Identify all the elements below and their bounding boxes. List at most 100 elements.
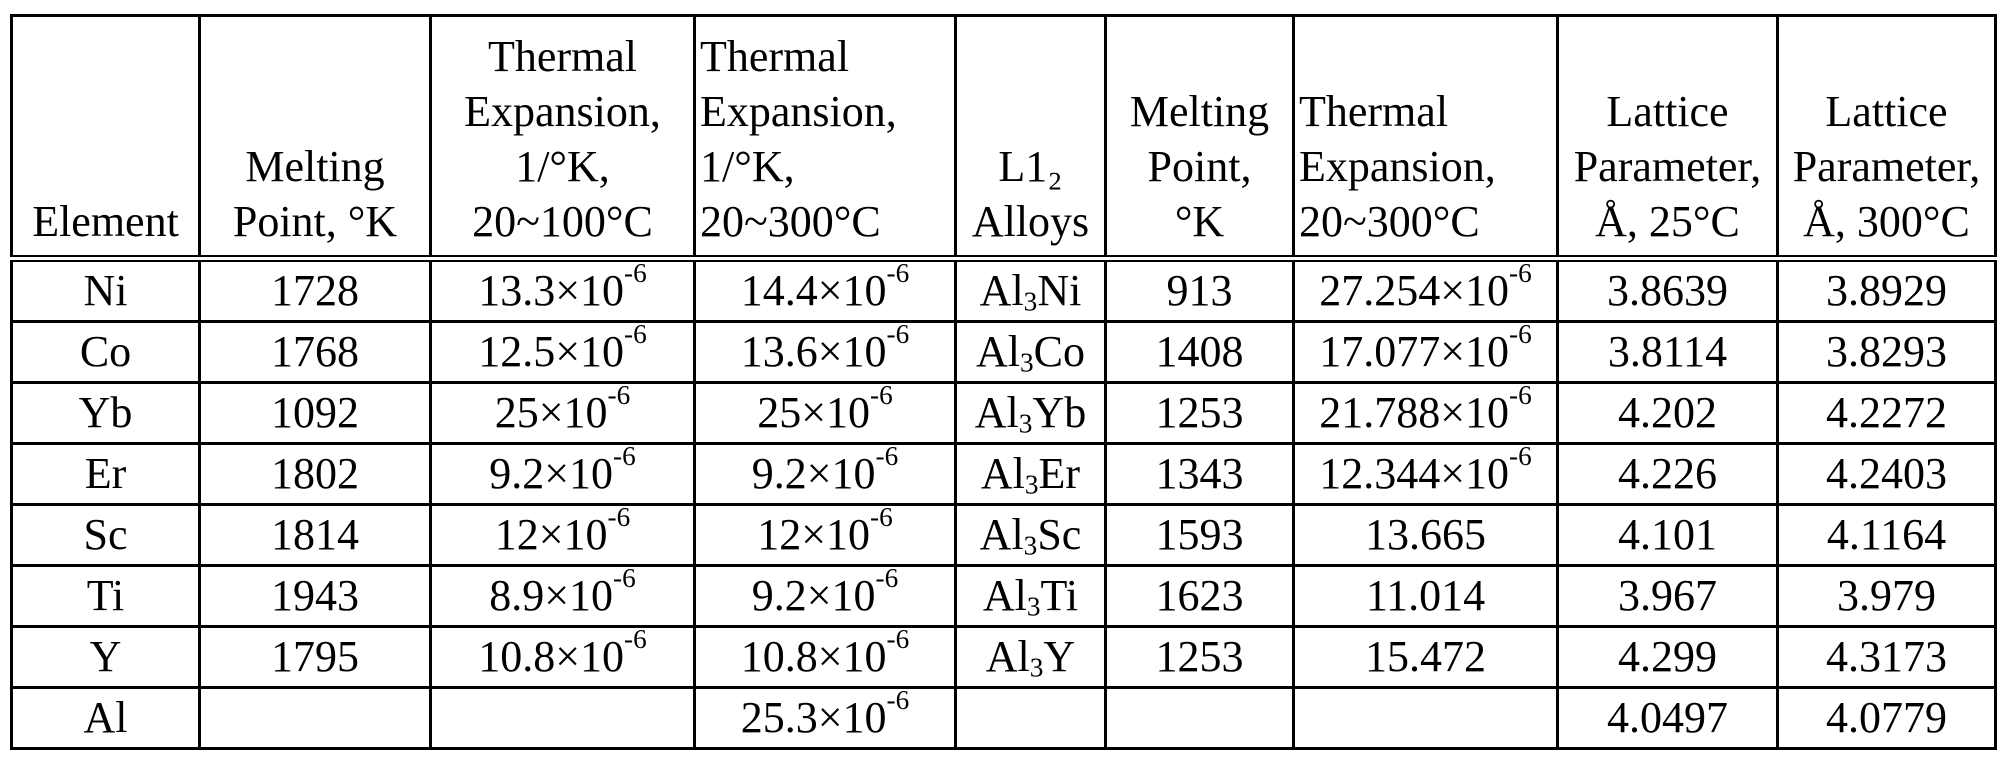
cell-thermal-expansion-20-100: [429, 686, 696, 750]
data-table-container: Element Melting Point, °K Thermal Expansion,…: [10, 14, 1997, 750]
cell-thermal-expansion-20-100: 25×10-6: [429, 381, 696, 445]
value-mantissa: 13.6×10: [740, 327, 887, 376]
value-mantissa: 25×10: [757, 388, 871, 437]
value-exponent: -6: [886, 321, 910, 349]
value-exponent: -6: [886, 626, 910, 654]
header-line: Melting: [1129, 87, 1270, 136]
cell-alloy-melting-point: 1593: [1104, 503, 1295, 567]
header-line: Parameter,: [1573, 142, 1762, 191]
alloy-base: Al: [976, 327, 1020, 376]
value-exponent: -6: [624, 626, 647, 654]
cell-alloy-thermal-expansion: 11.014: [1292, 564, 1559, 628]
header-line: Melting: [245, 142, 385, 191]
cell-alloy-thermal-expansion: 15.472: [1292, 625, 1559, 689]
alloy-rest: Y: [1043, 632, 1076, 681]
cell-alloy-thermal-expansion: [1292, 686, 1559, 750]
cell-lattice-300: 4.3173: [1776, 625, 1997, 689]
table-row: Ti 1943 8.9×10-6 9.2×10-6 Al3Ti 1623 11.014 3.9…: [10, 564, 1997, 628]
value-mantissa: 13.665: [1365, 510, 1486, 559]
value-mantissa: 14.4×10: [740, 266, 887, 315]
cell-alloy-melting-point: 1253: [1104, 381, 1295, 445]
header-line: Thermal: [700, 32, 850, 81]
cell-alloy-thermal-expansion: 13.665: [1292, 503, 1559, 567]
value-exponent: -6: [607, 504, 631, 532]
cell-element: Y: [10, 625, 201, 689]
cell-alloy: Al3Co: [954, 320, 1107, 384]
alloy-base: Al: [979, 510, 1024, 559]
alloy-subscript: 3: [1024, 469, 1039, 500]
header-line: °K: [1174, 197, 1225, 246]
header-line: 1/°K,: [515, 142, 610, 191]
value-mantissa: 25×10: [494, 388, 608, 437]
cell-lattice-300: 4.0779: [1776, 686, 1997, 750]
cell-alloy: Al3Sc: [954, 503, 1107, 567]
table-row: Sc 1814 12×10-6 12×10-6 Al3Sc 1593 13.665 4.101…: [10, 503, 1997, 567]
header-melting-point: Melting Point, °K: [198, 14, 432, 262]
cell-alloy: Al3Y: [954, 625, 1107, 689]
header-thermal-expansion-20-100: Thermal Expansion, 1/°K, 20~100°C: [429, 14, 696, 262]
alloy-base: Al: [974, 388, 1019, 437]
cell-melting-point: 1802: [198, 442, 432, 506]
header-alloy-thermal-expansion: Thermal Expansion, 20~300°C: [1292, 14, 1559, 262]
table-row: Co 1768 12.5×10-6 13.6×10-6 Al3Co 1408 17.077×…: [10, 320, 1997, 384]
alloy-subscript: 3: [1026, 591, 1041, 622]
cell-element: Ti: [10, 564, 201, 628]
cell-alloy: Al3Er: [954, 442, 1107, 506]
cell-element: Al: [10, 686, 201, 750]
cell-alloy-melting-point: [1104, 686, 1295, 750]
table-row: Yb 1092 25×10-6 25×10-6 Al3Yb 1253 21.788×10-6…: [10, 381, 1997, 445]
value-mantissa: 12×10: [757, 510, 871, 559]
cell-lattice-25: 3.8114: [1556, 320, 1779, 384]
cell-alloy: [954, 686, 1107, 750]
table-row: Al 25.3×10-6 4.0497 4.0779: [10, 686, 1997, 750]
header-line: 20~300°C: [1299, 197, 1480, 246]
header-line: Lattice: [1606, 87, 1729, 136]
cell-alloy-melting-point: 913: [1104, 257, 1295, 323]
cell-element: Ni: [10, 257, 201, 323]
cell-lattice-300: 4.1164: [1776, 503, 1997, 567]
cell-alloy-thermal-expansion: 12.344×10-6: [1292, 442, 1559, 506]
value-exponent: -6: [886, 258, 910, 288]
value-exponent: -6: [1509, 258, 1532, 288]
cell-thermal-expansion-20-300: 14.4×10-6: [693, 257, 957, 323]
cell-element: Co: [10, 320, 201, 384]
header-thermal-expansion-20-300: Thermal Expansion, 1/°K, 20~300°C: [693, 14, 957, 262]
value-exponent: -6: [624, 321, 647, 349]
table-row: Er 1802 9.2×10-6 9.2×10-6 Al3Er 1343 12.344×10…: [10, 442, 1997, 506]
table-row: Ni 1728 13.3×10-6 14.4×10-6 Al3Ni 913 27.254×1…: [10, 257, 1997, 323]
value-mantissa: 27.254×10: [1319, 266, 1510, 315]
cell-alloy: Al3Ni: [954, 257, 1107, 323]
cell-thermal-expansion-20-300: 9.2×10-6: [693, 442, 957, 506]
value-mantissa: 11.014: [1365, 571, 1486, 620]
cell-element: Yb: [10, 381, 201, 445]
header-line: Thermal: [1299, 87, 1449, 136]
cell-alloy-melting-point: 1408: [1104, 320, 1295, 384]
cell-thermal-expansion-20-100: 13.3×10-6: [429, 257, 696, 323]
cell-lattice-25: 3.967: [1556, 564, 1779, 628]
cell-lattice-300: 3.8293: [1776, 320, 1997, 384]
cell-lattice-300: 3.8929: [1776, 257, 1997, 323]
cell-alloy-melting-point: 1253: [1104, 625, 1295, 689]
value-exponent: -6: [870, 382, 893, 410]
cell-lattice-300: 4.2403: [1776, 442, 1997, 506]
header-l12-alloys: L1₂ Alloys: [954, 14, 1107, 262]
header-line: Thermal: [487, 32, 638, 81]
alloy-rest: Ni: [1037, 266, 1082, 315]
cell-lattice-25: 4.226: [1556, 442, 1779, 506]
cell-thermal-expansion-20-300: 25.3×10-6: [693, 686, 957, 750]
cell-element: Er: [10, 442, 201, 506]
cell-lattice-25: 4.101: [1556, 503, 1779, 567]
alloy-base: Al: [979, 266, 1024, 315]
header-line: Point, °K: [232, 197, 398, 246]
cell-thermal-expansion-20-100: 9.2×10-6: [429, 442, 696, 506]
cell-element: Sc: [10, 503, 201, 567]
cell-lattice-25: 4.202: [1556, 381, 1779, 445]
header-line: Expansion,: [700, 87, 897, 136]
value-exponent: -6: [1509, 443, 1532, 471]
value-mantissa: 12×10: [494, 510, 608, 559]
alloy-base: Al: [980, 449, 1025, 498]
value-exponent: -6: [613, 443, 636, 471]
alloy-rest: Yb: [1032, 388, 1087, 437]
cell-lattice-25: 3.8639: [1556, 257, 1779, 323]
cell-melting-point: 1768: [198, 320, 432, 384]
